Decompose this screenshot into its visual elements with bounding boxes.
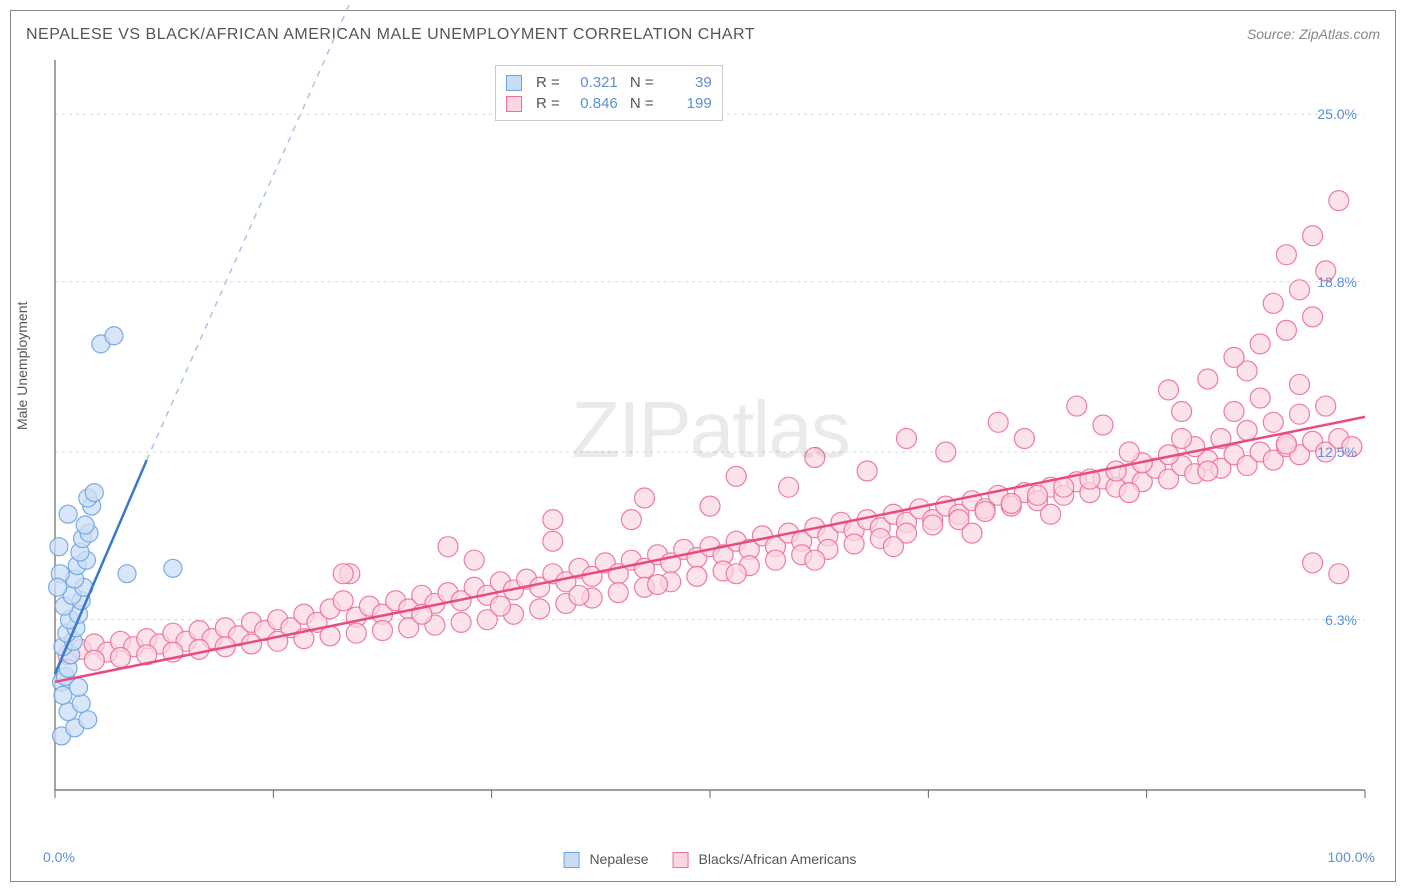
nepalese-swatch-icon — [506, 75, 522, 91]
chart-title: NEPALESE VS BLACK/AFRICAN AMERICAN MALE … — [26, 26, 755, 44]
legend-item-nepalese: Nepalese — [564, 851, 649, 868]
y-tick-label: 25.0% — [1317, 106, 1357, 122]
stat-row-nepalese: R = 0.321 N = 39 — [506, 72, 712, 93]
source-label: Source: ZipAtlas.com — [1247, 26, 1380, 42]
nepalese-swatch-icon — [564, 852, 580, 868]
y-tick-label: 6.3% — [1325, 612, 1357, 628]
x-tick-100: 100.0% — [1328, 849, 1375, 865]
scatter-chart — [55, 60, 1365, 830]
black-swatch-icon — [673, 852, 689, 868]
x-axis-legend: Nepalese Blacks/African Americans — [564, 851, 857, 868]
stat-row-black: R = 0.846 N = 199 — [506, 93, 712, 114]
stat-n-black: 199 — [662, 95, 712, 112]
correlation-stats-box: R = 0.321 N = 39 R = 0.846 N = 199 — [495, 65, 723, 121]
y-tick-label: 12.5% — [1317, 444, 1357, 460]
plot-area: ZIPatlas R = 0.321 N = 39 R = 0.846 N = … — [55, 60, 1365, 830]
legend-item-black: Blacks/African Americans — [673, 851, 857, 868]
black-swatch-icon — [506, 96, 522, 112]
y-axis-label: Male Unemployment — [14, 302, 30, 430]
y-tick-label: 18.8% — [1317, 274, 1357, 290]
stat-n-nepalese: 39 — [662, 74, 712, 91]
stat-r-nepalese: 0.321 — [568, 74, 618, 91]
x-tick-0: 0.0% — [43, 849, 75, 865]
stat-r-black: 0.846 — [568, 95, 618, 112]
